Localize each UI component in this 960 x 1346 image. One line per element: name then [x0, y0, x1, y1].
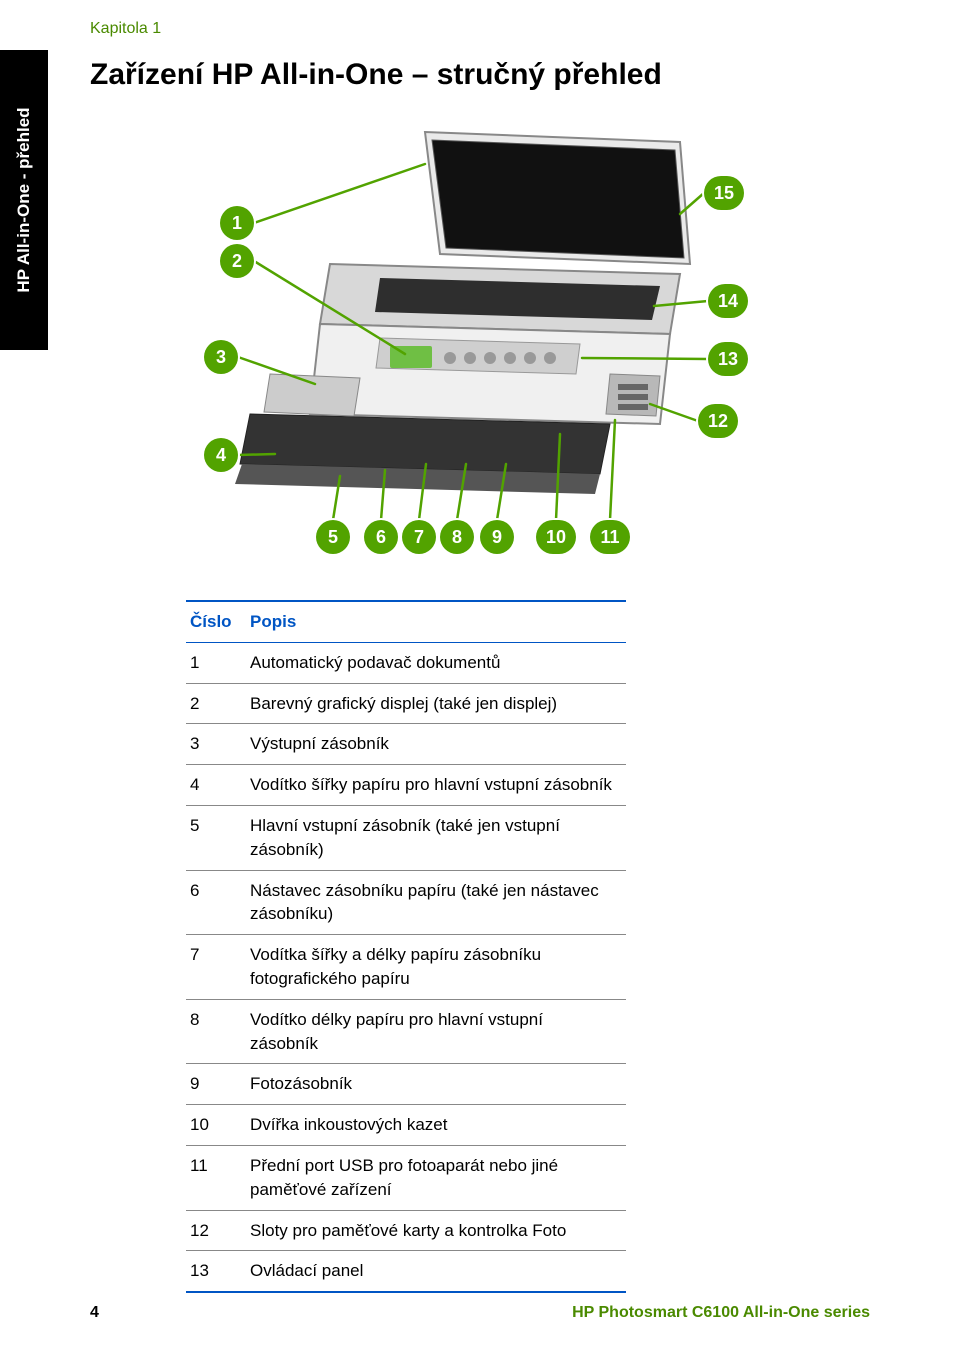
callout-6: 6	[364, 520, 398, 554]
table-row: 6Nástavec zásobníku papíru (také jen nás…	[186, 870, 626, 935]
callout-2: 2	[220, 244, 254, 278]
table-row: 3Výstupní zásobník	[186, 724, 626, 765]
page-title: Zařízení HP All-in-One – stručný přehled	[90, 58, 870, 92]
page-footer: 4 HP Photosmart C6100 All-in-One series	[90, 1304, 870, 1322]
table-row: 1Automatický podavač dokumentů	[186, 642, 626, 683]
side-tab: HP All-in-One - přehled	[0, 50, 48, 350]
callout-1: 1	[220, 206, 254, 240]
callout-5: 5	[316, 520, 350, 554]
table-row: 9Fotozásobník	[186, 1064, 626, 1105]
callout-7: 7	[402, 520, 436, 554]
th-description: Popis	[246, 601, 626, 642]
table-row: 2Barevný grafický displej (také jen disp…	[186, 683, 626, 724]
page-content: Kapitola 1 Zařízení HP All-in-One – stru…	[90, 20, 870, 1293]
side-tab-label: HP All-in-One - přehled	[14, 107, 34, 292]
table-row: 4Vodítko šířky papíru pro hlavní vstupní…	[186, 765, 626, 806]
table-row: 7Vodítka šířky a délky papíru zásobníku …	[186, 935, 626, 1000]
callout-11: 11	[590, 520, 630, 554]
callout-15: 15	[704, 176, 744, 210]
table-row: 10Dvířka inkoustových kazet	[186, 1105, 626, 1146]
table-row: 11Přední port USB pro fotoaparát nebo ji…	[186, 1145, 626, 1210]
table-row: 5Hlavní vstupní zásobník (také jen vstup…	[186, 805, 626, 870]
table-row: 12Sloty pro paměťové karty a kontrolka F…	[186, 1210, 626, 1251]
callout-12: 12	[698, 404, 738, 438]
callout-10: 10	[536, 520, 576, 554]
series-label: HP Photosmart C6100 All-in-One series	[572, 1304, 870, 1322]
parts-table: Číslo Popis 1Automatický podavač dokumen…	[186, 600, 626, 1293]
chapter-label: Kapitola 1	[90, 20, 870, 38]
callout-3: 3	[204, 340, 238, 374]
printer-diagram: 1 2 3 4 5 6 7 8 9 10 11 12 13 14 15	[180, 114, 780, 574]
table-row: 13Ovládací panel	[186, 1251, 626, 1292]
callout-4: 4	[204, 438, 238, 472]
callout-14: 14	[708, 284, 748, 318]
page-number: 4	[90, 1304, 99, 1322]
table-row: 8Vodítko délky papíru pro hlavní vstupní…	[186, 999, 626, 1064]
callout-9: 9	[480, 520, 514, 554]
callout-13: 13	[708, 342, 748, 376]
th-number: Číslo	[186, 601, 246, 642]
printer-illustration	[180, 114, 780, 574]
callout-8: 8	[440, 520, 474, 554]
